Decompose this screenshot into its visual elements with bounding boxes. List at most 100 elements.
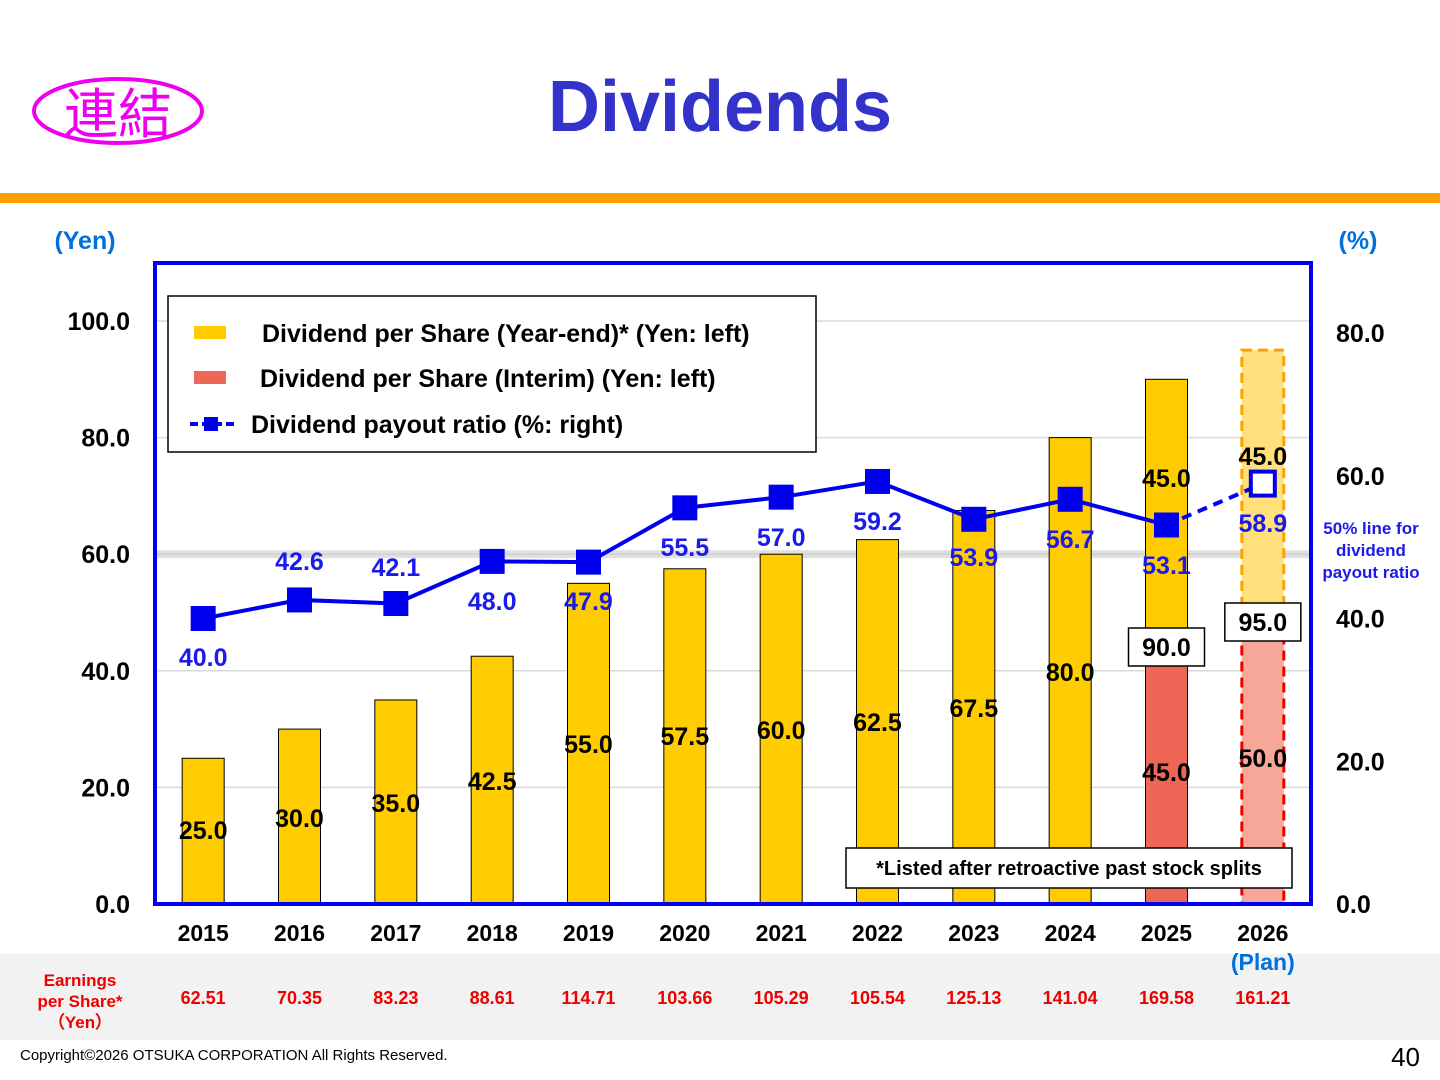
left-axis-label: (Yen) bbox=[54, 227, 115, 255]
eps-value: 88.61 bbox=[469, 988, 515, 1008]
payout-ratio-label: 57.0 bbox=[757, 524, 806, 552]
payout-ratio-marker bbox=[479, 548, 505, 574]
category-sublabel: (Plan) bbox=[1231, 949, 1295, 975]
payout-ratio-label: 40.0 bbox=[179, 644, 228, 672]
eps-label-line: per Share* bbox=[37, 992, 123, 1011]
left-tick-label: 80.0 bbox=[81, 425, 130, 453]
payout-ratio-label: 48.0 bbox=[468, 588, 517, 616]
right-tick-label: 60.0 bbox=[1336, 463, 1385, 491]
legend-label: Dividend per Share (Year-end)* (Yen: lef… bbox=[262, 320, 750, 348]
bar-year-end bbox=[470, 655, 514, 905]
payout-ratio-marker bbox=[1057, 486, 1083, 512]
bar-year-end bbox=[952, 509, 996, 905]
right-tick-label: 40.0 bbox=[1336, 606, 1385, 634]
eps-value: 114.71 bbox=[561, 988, 616, 1008]
eps-value: 62.51 bbox=[180, 988, 226, 1008]
reference-line-label: 50% line for bbox=[1323, 519, 1419, 538]
reference-line-label: payout ratio bbox=[1322, 563, 1419, 582]
badge-text: 連結 bbox=[64, 83, 172, 146]
eps-value: 103.66 bbox=[657, 988, 713, 1008]
category-label: 2018 bbox=[467, 920, 518, 946]
interim-value-label: 50.0 bbox=[1238, 745, 1287, 773]
category-label: 2022 bbox=[852, 920, 903, 946]
payout-ratio-label: 42.6 bbox=[275, 548, 324, 576]
payout-ratio-label: 42.1 bbox=[371, 554, 420, 582]
total-value-label: 95.0 bbox=[1238, 609, 1287, 637]
bar-year-end bbox=[759, 553, 803, 905]
left-tick-label: 100.0 bbox=[67, 308, 130, 336]
year-end-value-label: 45.0 bbox=[1142, 465, 1191, 493]
year-end-value-label: 35.0 bbox=[371, 790, 420, 818]
eps-value: 161.21 bbox=[1235, 988, 1291, 1008]
year-end-value-label: 45.0 bbox=[1238, 443, 1287, 471]
bar-year-end bbox=[374, 699, 418, 905]
page-number: 40 bbox=[1391, 1042, 1420, 1072]
note-text: *Listed after retroactive past stock spl… bbox=[876, 858, 1262, 880]
payout-ratio-label: 59.2 bbox=[853, 508, 902, 536]
year-end-value-label: 25.0 bbox=[179, 817, 228, 845]
year-end-value-label: 67.5 bbox=[949, 695, 998, 723]
legend-label: Dividend per Share (Interim) (Yen: left) bbox=[260, 365, 716, 393]
category-label: 2021 bbox=[756, 920, 807, 946]
category-label: 2020 bbox=[659, 920, 710, 946]
eps-value: 105.54 bbox=[849, 988, 906, 1008]
payout-ratio-marker bbox=[672, 495, 698, 521]
category-label: 2017 bbox=[370, 920, 421, 946]
category-label: 2016 bbox=[274, 920, 325, 946]
payout-ratio-marker bbox=[190, 606, 216, 631]
legend-swatch-interim bbox=[194, 371, 226, 384]
eps-value: 83.23 bbox=[373, 988, 419, 1008]
year-end-value-label: 55.0 bbox=[564, 731, 613, 759]
payout-ratio-marker bbox=[865, 468, 890, 494]
eps-value: 105.29 bbox=[753, 988, 809, 1008]
payout-ratio-marker bbox=[961, 506, 987, 532]
right-tick-label: 80.0 bbox=[1336, 320, 1385, 348]
eps-label: Earnings per Share* （Yen） bbox=[20, 970, 140, 1033]
interim-value-label: 45.0 bbox=[1142, 759, 1191, 787]
right-tick-label: 0.0 bbox=[1336, 891, 1371, 919]
total-value-label: 90.0 bbox=[1142, 634, 1191, 662]
legend-swatch-year-end bbox=[194, 326, 226, 339]
payout-ratio-marker bbox=[1154, 512, 1179, 538]
payout-ratio-label: 55.5 bbox=[660, 534, 709, 562]
left-tick-label: 20.0 bbox=[81, 774, 130, 802]
bar-year-end bbox=[567, 582, 610, 905]
eps-value: 70.35 bbox=[276, 988, 323, 1008]
reference-line bbox=[155, 550, 1311, 559]
payout-ratio-marker bbox=[768, 484, 794, 510]
bar-year-end bbox=[1048, 437, 1092, 905]
reference-line-label: dividend bbox=[1336, 541, 1406, 560]
payout-ratio-marker bbox=[287, 587, 312, 613]
copyright: Copyright©2026 OTSUKA CORPORATION All Ri… bbox=[20, 1047, 448, 1064]
left-tick-label: 40.0 bbox=[81, 658, 130, 686]
year-end-value-label: 57.5 bbox=[660, 723, 709, 751]
category-label: 2024 bbox=[1045, 920, 1096, 946]
category-label: 2026 bbox=[1237, 920, 1288, 946]
year-end-value-label: 42.5 bbox=[468, 768, 517, 796]
right-tick-label: 20.0 bbox=[1336, 748, 1385, 776]
category-label: 2019 bbox=[563, 920, 614, 946]
accent-divider bbox=[0, 193, 1440, 203]
eps-value: 125.13 bbox=[946, 988, 1002, 1008]
left-tick-label: 60.0 bbox=[81, 541, 130, 569]
eps-band bbox=[0, 954, 1440, 1040]
note-box bbox=[845, 847, 1293, 889]
eps-value: 169.58 bbox=[1138, 988, 1195, 1008]
year-end-value-label: 62.5 bbox=[853, 709, 902, 737]
year-end-value-label: 60.0 bbox=[757, 717, 806, 745]
payout-ratio-marker bbox=[383, 591, 409, 617]
bar-year-end bbox=[663, 568, 707, 905]
plot-frame bbox=[153, 261, 1313, 906]
category-label: 2025 bbox=[1141, 920, 1192, 946]
category-label: 2023 bbox=[948, 920, 999, 946]
payout-ratio-label: 53.1 bbox=[1142, 552, 1191, 580]
bar-year-end bbox=[278, 728, 321, 905]
total-box bbox=[1127, 627, 1206, 667]
legend-box bbox=[167, 295, 817, 453]
total-box bbox=[1224, 602, 1302, 642]
eps-value: 141.04 bbox=[1042, 988, 1098, 1008]
payout-ratio-line-plan bbox=[1165, 481, 1264, 527]
payout-ratio-marker bbox=[1248, 469, 1277, 498]
payout-ratio-marker bbox=[576, 549, 601, 575]
payout-ratio-label: 58.9 bbox=[1238, 510, 1287, 538]
